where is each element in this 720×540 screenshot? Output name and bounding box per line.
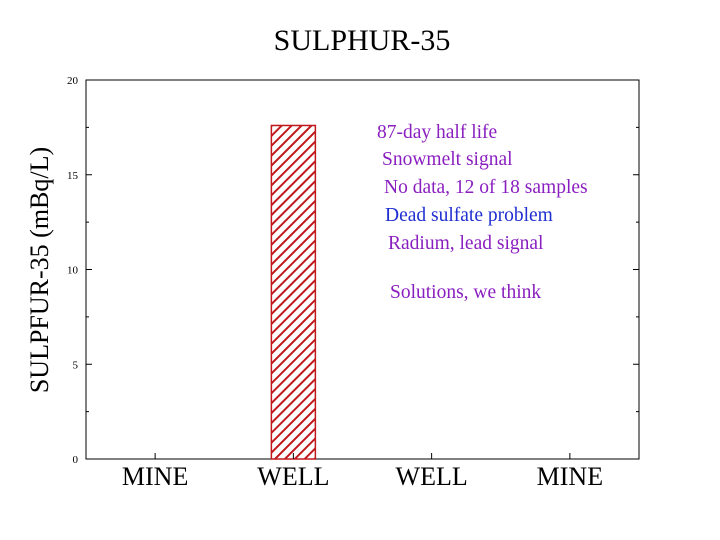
x-tick-label: MINE: [122, 462, 188, 491]
y-tick-label: 5: [73, 359, 79, 371]
y-axis-label: SULPFUR-35 (mBq/L): [25, 147, 54, 393]
annotation-text: Radium, lead signal: [388, 233, 544, 254]
x-tick-label: WELL: [396, 462, 468, 491]
y-axis-ticks: 0 5 10 15 20: [67, 75, 639, 466]
plot-frame: [85, 79, 640, 460]
x-axis-labels: MINE WELL WELL MINE: [122, 453, 603, 491]
chart-title: SULPHUR-35: [274, 24, 451, 57]
annotations: 87-day half life Snowmelt signal No data, …: [377, 122, 588, 303]
x-tick-label: MINE: [537, 462, 603, 491]
bars: [270, 124, 317, 460]
y-tick-label: 0: [73, 454, 79, 466]
y-tick-label: 20: [67, 75, 79, 87]
annotation-text: Solutions, we think: [390, 282, 541, 303]
y-tick-label: 15: [67, 170, 79, 182]
x-tick-label: WELL: [257, 462, 329, 491]
annotation-text: 87-day half life: [377, 122, 497, 143]
bar-well-2: [270, 124, 317, 460]
annotation-text: Dead sulfate problem: [385, 205, 553, 226]
annotation-text: No data, 12 of 18 samples: [384, 177, 588, 198]
y-tick-label: 10: [67, 265, 79, 277]
annotation-text: Snowmelt signal: [382, 149, 513, 170]
